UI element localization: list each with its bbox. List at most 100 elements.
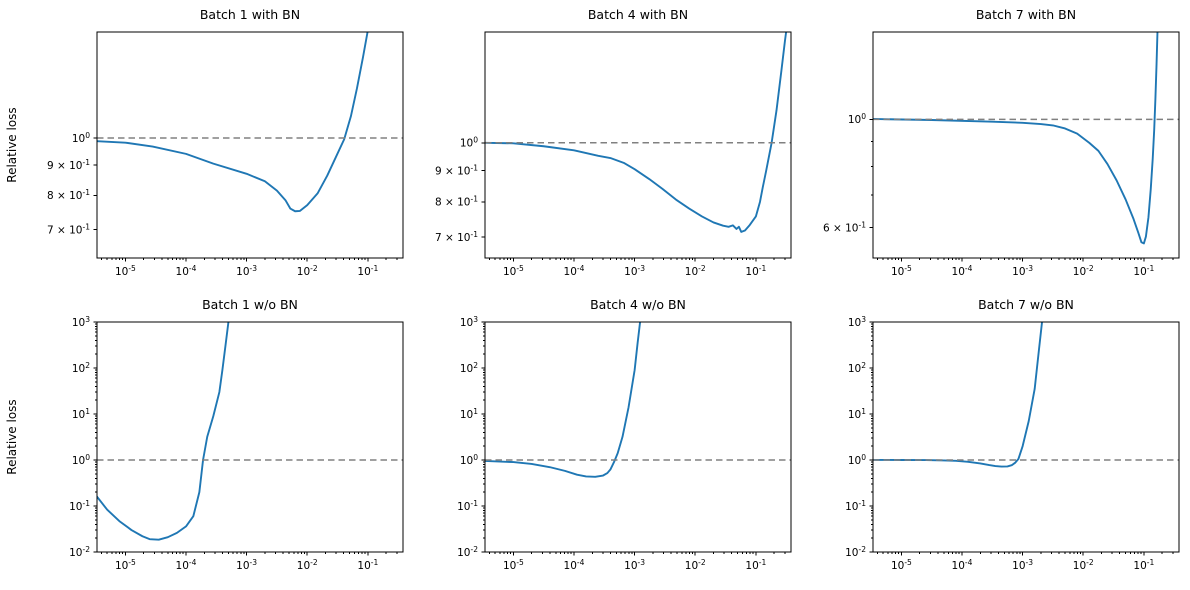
ticks xyxy=(481,142,786,262)
plot-frame xyxy=(484,31,792,259)
y-tick-label: 9 × 10-1 xyxy=(435,163,478,177)
loss-curve xyxy=(873,32,1159,245)
x-tick-label: 10-3 xyxy=(1012,264,1033,278)
x-tick-label: 10-3 xyxy=(236,558,257,572)
y-tick-label: 100 xyxy=(848,453,866,467)
loss-curve xyxy=(485,32,788,233)
x-tick-label: 10-5 xyxy=(891,558,912,572)
subplot-title-batch-7-with-bn: Batch 7 with BN xyxy=(975,7,1077,22)
x-tick-label: 10-4 xyxy=(952,558,973,572)
curve-clip-group xyxy=(485,322,642,478)
plot-frame xyxy=(96,321,404,553)
curve-clip-group xyxy=(97,322,230,541)
y-tick-label: 7 × 10-1 xyxy=(435,230,478,244)
x-tick-label: 10-2 xyxy=(297,558,318,572)
y-tick-label: 10-2 xyxy=(69,545,90,559)
x-tick-label: 10-2 xyxy=(1073,264,1094,278)
ticks xyxy=(869,118,1174,262)
y-tick-label: 8 × 10-1 xyxy=(435,195,478,209)
x-tick-label: 10-5 xyxy=(503,558,524,572)
loss-curve xyxy=(97,322,230,541)
subplot-title-batch-1-wo-bn: Batch 1 w/o BN xyxy=(202,297,298,312)
x-tick-label: 10-1 xyxy=(745,264,766,278)
y-tick-label: 101 xyxy=(72,407,90,421)
tick-labels: 10-5 10-4 10-3 10-2 10-1 100 9 × 10-1 8 × 10-1 7… xyxy=(47,131,379,278)
tick-labels: 10-5 10-4 10-3 10-2 10-1 103 102 101 100 10-1 10-2 xyxy=(457,315,766,572)
subplot-batch-1-with-bn: 10-5 10-4 10-3 10-2 10-1 100 9 × 10-1 8 × 10-1 7… xyxy=(47,31,404,278)
y-tick-label: 103 xyxy=(848,315,866,329)
x-tick-label: 10-3 xyxy=(624,558,645,572)
x-tick-label: 10-1 xyxy=(1133,558,1154,572)
x-tick-label: 10-1 xyxy=(357,264,378,278)
x-tick-label: 10-2 xyxy=(685,264,706,278)
plot-frame xyxy=(872,31,1180,259)
plot-frame xyxy=(96,31,404,259)
loss-curve xyxy=(97,32,369,213)
ticks xyxy=(869,321,1174,556)
plot-frame xyxy=(484,321,792,553)
subplot-batch-7-w-o-bn: 10-5 10-4 10-3 10-2 10-1 103 102 101 100 10-1 10-2 xyxy=(845,315,1180,572)
loss-curve xyxy=(873,322,1043,468)
y-tick-label: 103 xyxy=(460,315,478,329)
subplot-batch-1-w-o-bn: 10-5 10-4 10-3 10-2 10-1 103 102 101 100 10-1 10-2 xyxy=(69,315,404,572)
curve-clip-group xyxy=(873,32,1159,245)
ticks xyxy=(93,321,398,556)
x-tick-label: 10-1 xyxy=(1133,264,1154,278)
y-tick-label: 102 xyxy=(72,361,90,375)
subplot-title-batch-4-wo-bn: Batch 4 w/o BN xyxy=(590,297,686,312)
subplot-title-batch-4-with-bn: Batch 4 with BN xyxy=(587,7,689,22)
subplot-batch-4-w-o-bn: 10-5 10-4 10-3 10-2 10-1 103 102 101 100 10-1 10-2 xyxy=(457,315,792,572)
y-tick-label: 101 xyxy=(848,407,866,421)
y-tick-label: 6 × 10-1 xyxy=(823,220,866,234)
x-tick-label: 10-4 xyxy=(176,558,197,572)
x-tick-label: 10-1 xyxy=(745,558,766,572)
tick-labels: 10-5 10-4 10-3 10-2 10-1 103 102 101 100 10-1 10-2 xyxy=(845,315,1154,572)
y-tick-label: 100 xyxy=(460,136,478,150)
x-tick-label: 10-3 xyxy=(1012,558,1033,572)
x-tick-label: 10-3 xyxy=(236,264,257,278)
y-tick-label: 102 xyxy=(848,361,866,375)
x-tick-label: 10-3 xyxy=(624,264,645,278)
x-tick-label: 10-4 xyxy=(564,264,585,278)
y-tick-label: 9 × 10-1 xyxy=(47,158,90,172)
curve-clip-group xyxy=(485,32,788,233)
subplot-batch-7-with-bn: 10-5 10-4 10-3 10-2 10-1 100 6 × 10-1 xyxy=(823,31,1180,278)
ticks xyxy=(481,321,786,556)
plot-frame xyxy=(872,321,1180,553)
tick-labels: 10-5 10-4 10-3 10-2 10-1 100 6 × 10-1 xyxy=(823,112,1155,278)
y-tick-label: 10-1 xyxy=(69,499,90,513)
subplot-title-batch-7-wo-bn: Batch 7 w/o BN xyxy=(978,297,1074,312)
y-tick-label: 100 xyxy=(848,112,866,126)
y-tick-label: 8 × 10-1 xyxy=(47,188,90,202)
y-tick-label: 100 xyxy=(72,131,90,145)
x-tick-label: 10-5 xyxy=(115,264,136,278)
subplot-title-batch-1-with-bn: Batch 1 with BN xyxy=(199,7,301,22)
loss-curve xyxy=(485,322,642,478)
y-tick-label: 100 xyxy=(460,453,478,467)
x-tick-label: 10-2 xyxy=(685,558,706,572)
y-tick-label: 7 × 10-1 xyxy=(47,222,90,236)
x-tick-label: 10-5 xyxy=(503,264,524,278)
x-tick-label: 10-1 xyxy=(357,558,378,572)
x-tick-label: 10-4 xyxy=(564,558,585,572)
ticks xyxy=(93,137,398,262)
curve-clip-group xyxy=(97,32,369,213)
x-tick-label: 10-4 xyxy=(952,264,973,278)
curve-clip-group xyxy=(873,322,1043,468)
subplot-batch-4-with-bn: 10-5 10-4 10-3 10-2 10-1 100 9 × 10-1 8 × 10-1 7… xyxy=(435,31,792,278)
x-tick-label: 10-2 xyxy=(1073,558,1094,572)
x-tick-label: 10-5 xyxy=(115,558,136,572)
x-tick-label: 10-5 xyxy=(891,264,912,278)
tick-labels: 10-5 10-4 10-3 10-2 10-1 100 9 × 10-1 8 × 10-1 7… xyxy=(435,136,767,278)
y-tick-label: 103 xyxy=(72,315,90,329)
y-tick-label: 10-1 xyxy=(457,499,478,513)
y-tick-label: 10-1 xyxy=(845,499,866,513)
x-tick-label: 10-2 xyxy=(297,264,318,278)
y-tick-label: 101 xyxy=(460,407,478,421)
y-tick-label: 10-2 xyxy=(845,545,866,559)
y-tick-label: 102 xyxy=(460,361,478,375)
y-tick-label: 10-2 xyxy=(457,545,478,559)
x-tick-label: 10-4 xyxy=(176,264,197,278)
